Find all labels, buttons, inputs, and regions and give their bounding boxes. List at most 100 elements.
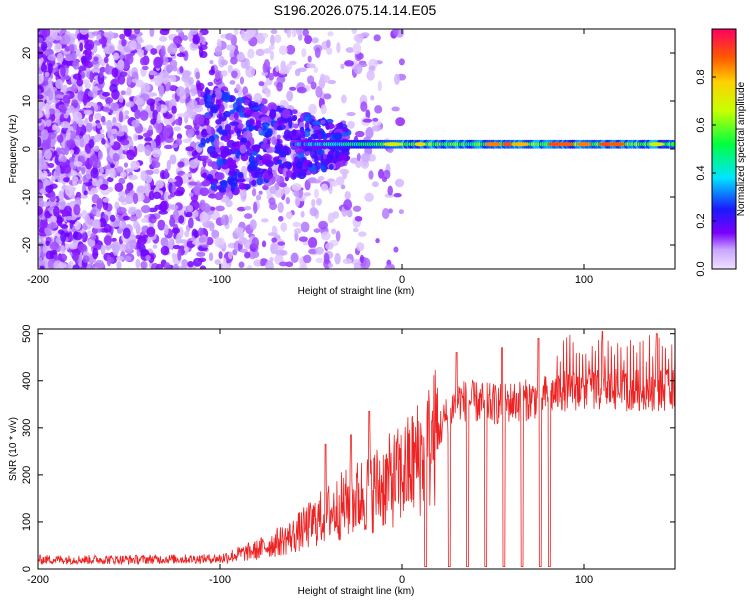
spectrogram-cell: [224, 123, 232, 133]
spectrogram-cell: [77, 118, 83, 128]
spectrogram-cell: [388, 208, 393, 214]
spectrogram-cell: [72, 251, 79, 262]
spectrogram-cell: [298, 236, 308, 242]
spectrogram-cell: [64, 185, 75, 197]
spectrogram-cell: [236, 129, 241, 137]
spectrogram-cell: [140, 205, 151, 214]
spectrogram-cell: [111, 237, 117, 242]
spectrogram-cell: [190, 29, 199, 35]
spectrogram-cell: [209, 106, 219, 112]
spectrogram-cell: [65, 216, 74, 221]
spectrogram-cell: [94, 112, 102, 121]
spectrogram-cell: [340, 63, 345, 70]
spectrogram-cell: [260, 259, 265, 267]
spectrogram-cell: [106, 119, 113, 132]
spectrogram-cell: [276, 81, 283, 92]
spectrogram-cell: [215, 172, 225, 181]
spectrogram-cell: [99, 128, 105, 134]
spectrogram-cell: [242, 107, 252, 114]
spectrogram-cell: [351, 29, 358, 35]
spectrogram-cell: [258, 190, 263, 195]
spectrogram-cell: [38, 88, 42, 95]
spectrogram-cell: [172, 244, 181, 250]
spectrogram-cell: [278, 45, 288, 55]
spectrogram-cell: [352, 227, 359, 233]
spectrogram-cell: [172, 209, 179, 221]
snr-y-label: SNR (10 * v/v): [8, 417, 19, 481]
spectrogram-cell: [47, 54, 57, 61]
spectrogram-cell: [267, 102, 278, 112]
spectrogram-cell: [309, 206, 318, 217]
spectrogram-cell: [268, 45, 275, 51]
spectrogram-cell: [55, 147, 61, 153]
spectrogram-cell: [242, 130, 253, 140]
spectrogram-cell: [83, 61, 94, 69]
spectrogram-cell: [122, 215, 131, 221]
spectrogram-cell: [353, 33, 364, 43]
spectrogram-cell: [182, 34, 188, 41]
spectrogram-cell: [106, 31, 115, 40]
spectrogram-cell: [133, 133, 139, 142]
spectrogram-cell: [166, 159, 171, 171]
spectrogram-cell: [66, 59, 72, 67]
spectrogram-cell: [131, 119, 140, 128]
spectrogram-cell: [227, 64, 233, 74]
spectrogram-cell: [311, 198, 316, 208]
spectrogram-cell: [332, 132, 343, 141]
spectrogram-cell: [249, 155, 255, 161]
spectrogram-cell: [280, 249, 288, 256]
spectrogram-cell: [261, 126, 267, 131]
spectrogram-cell: [149, 29, 155, 38]
spectrogram-cell: [181, 75, 190, 83]
spectrogram-cell: [45, 109, 50, 119]
spectrogram-cell: [327, 31, 334, 37]
spectrogram-cell: [152, 244, 158, 249]
spectrogram-cell: [74, 220, 82, 230]
spectrogram-cell: [70, 52, 77, 62]
spectrogram-cell: [326, 47, 333, 55]
spectrogram-cell: [360, 152, 371, 163]
spectrogram-cell: [121, 38, 127, 47]
spectrogram-cell: [320, 183, 329, 192]
snr-axes: -200 -100 0 100 0 100 200 300 400 500: [21, 325, 675, 586]
spectrogram-cell: [39, 261, 46, 266]
spectrogram-cell: [160, 45, 166, 57]
spectrogram-cell: [77, 179, 83, 185]
spectrogram-cell: [238, 236, 248, 245]
spectrogram-cell: [181, 70, 192, 77]
spectrogram-cell: [38, 194, 44, 202]
spectrogram-cell: [238, 110, 244, 118]
spectrogram-cell: [209, 151, 219, 158]
spectrogram-cell: [269, 185, 277, 195]
spectrogram-cell: [208, 69, 216, 76]
spectrogram-cell: [111, 241, 121, 252]
spectrogram-cell: [137, 51, 144, 58]
spectrogram-cell: [55, 94, 64, 99]
snr-y-tick-label: 300: [21, 419, 33, 437]
spectrogram-cell: [202, 157, 207, 168]
spectrogram-cell: [366, 70, 375, 81]
spectrogram-cell: [82, 93, 88, 106]
spectrogram-cell: [208, 252, 214, 262]
spectrogram-cell: [240, 191, 247, 202]
spectrogram-cell: [122, 227, 131, 239]
spectrogram-cell: [99, 167, 104, 174]
spectrogram-cell: [151, 161, 161, 169]
spectrogram-cell: [205, 137, 210, 144]
spectrogram-cell: [40, 41, 48, 52]
spectrogram-cell: [87, 91, 94, 97]
spectrogram-cell: [176, 113, 187, 118]
spectrogram-cell: [215, 147, 221, 153]
spectrogram-cell: [130, 160, 140, 171]
spectrogram-cell: [109, 83, 118, 93]
spectrogram-cell: [393, 193, 402, 198]
spectrogram-cell: [60, 224, 69, 229]
spectrogram-cell: [79, 266, 87, 269]
spectrogram-cell: [91, 67, 102, 73]
spectrogram-cell: [175, 29, 184, 33]
spectrogram-cell: [186, 204, 194, 213]
spectrogram-cell: [148, 214, 157, 224]
spectrogram-cell: [300, 221, 310, 233]
spectrogram-cell: [181, 260, 188, 269]
spectrogram-cell: [308, 248, 318, 255]
